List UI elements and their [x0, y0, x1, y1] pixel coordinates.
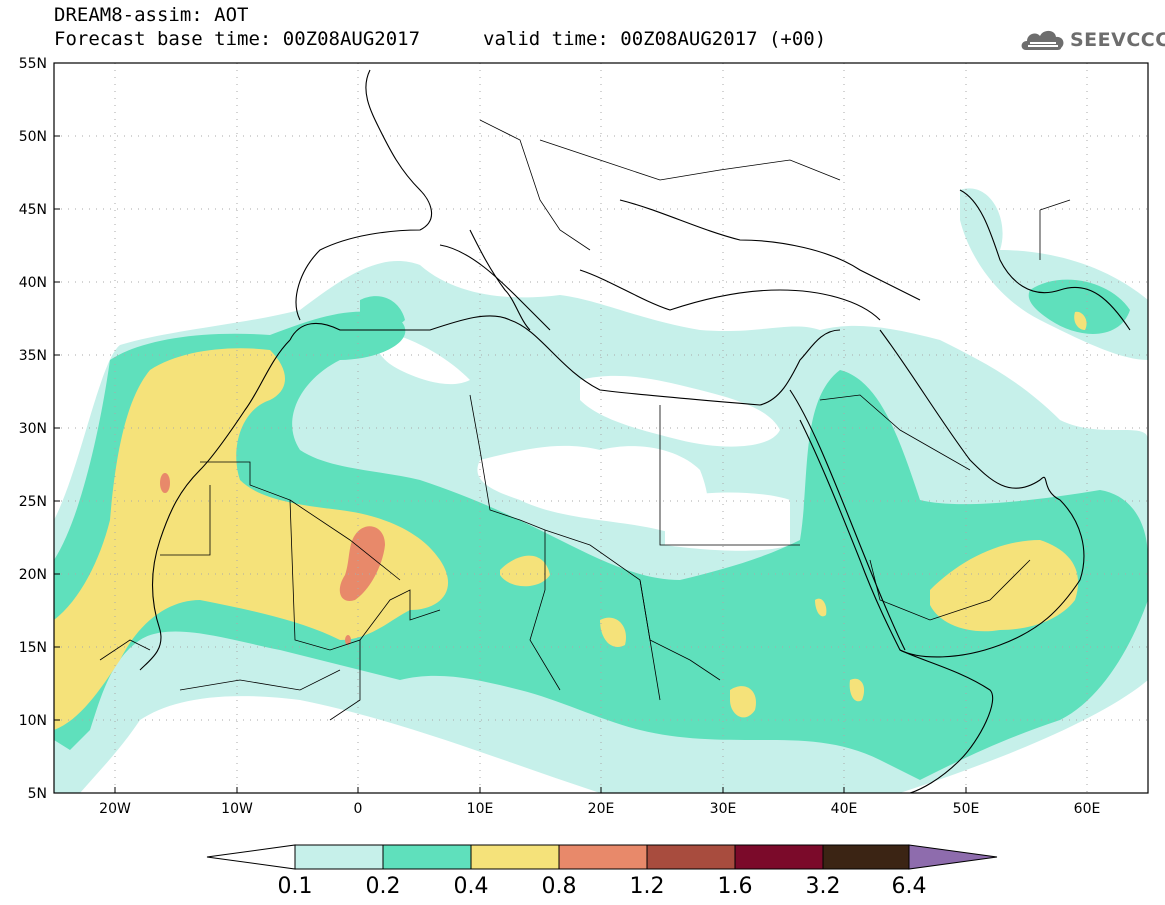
aot-field	[54, 63, 1148, 793]
colorbar-label: 1.6	[718, 874, 753, 899]
forecast-base-time: Forecast base time: 00Z08AUG2017	[54, 28, 421, 50]
lat-label: 5N	[28, 786, 47, 802]
aot-band-0-2	[54, 279, 1148, 780]
latitude-labels: 55N 50N 45N 40N 35N 30N 25N 20N 15N 10N …	[19, 56, 47, 802]
aot-band-0-8	[160, 473, 385, 645]
longitude-labels: 20W 10W 0 10E 20E 30E 40E 50E 60E	[99, 801, 1100, 817]
colorbar-box	[734, 844, 824, 870]
colorbar-box	[822, 844, 910, 870]
lat-label: 30N	[19, 421, 47, 437]
coastlines	[139, 69, 1131, 793]
lat-label: 10N	[19, 713, 47, 729]
lat-label: 45N	[19, 202, 47, 218]
lon-label: 20E	[588, 801, 615, 817]
colorbar-over-arrow	[908, 844, 998, 870]
lat-label: 15N	[19, 640, 47, 656]
colorbar-label: 0.8	[542, 874, 577, 899]
lon-label: 30E	[710, 801, 737, 817]
lat-label: 40N	[19, 275, 47, 291]
colorbar-box	[558, 844, 648, 870]
lon-label: 10E	[467, 801, 494, 817]
colorbar-label: 6.4	[892, 874, 927, 899]
lat-label: 55N	[19, 56, 47, 72]
colorbar-box	[470, 844, 560, 870]
lon-label: 60E	[1074, 801, 1101, 817]
lon-label: 0	[354, 801, 363, 817]
map-title: DREAM8-assim: AOT	[54, 4, 249, 26]
colorbar-box	[294, 844, 384, 870]
colorbar-label: 0.1	[278, 874, 313, 899]
colorbar: 0.1 0.2 0.4 0.8 1.2 1.6 3.2 6.4	[206, 844, 998, 899]
colorbar-box	[382, 844, 472, 870]
cloud-icon	[1021, 30, 1064, 50]
axis-ticks	[54, 135, 967, 793]
colorbar-under-arrow	[206, 844, 296, 870]
colorbar-label: 1.2	[630, 874, 665, 899]
logo-text: SEEVCCC	[1070, 29, 1165, 51]
lon-label: 50E	[953, 801, 980, 817]
colorbar-label: 3.2	[806, 874, 841, 899]
lat-lon-grid	[54, 63, 1148, 793]
colorbar-box	[646, 844, 736, 870]
lon-label: 20W	[99, 801, 131, 817]
lat-label: 50N	[19, 129, 47, 145]
country-borders	[99, 119, 1071, 721]
lat-label: 25N	[19, 494, 47, 510]
colorbar-label: 0.2	[366, 874, 401, 899]
lat-label: 20N	[19, 567, 47, 583]
valid-time: valid time: 00Z08AUG2017 (+00)	[483, 28, 827, 50]
seevccc-logo: SEEVCCC	[1018, 24, 1165, 58]
lat-label: 35N	[19, 348, 47, 364]
lon-label: 40E	[831, 801, 858, 817]
colorbar-label: 0.4	[454, 874, 489, 899]
lon-label: 10W	[221, 801, 253, 817]
